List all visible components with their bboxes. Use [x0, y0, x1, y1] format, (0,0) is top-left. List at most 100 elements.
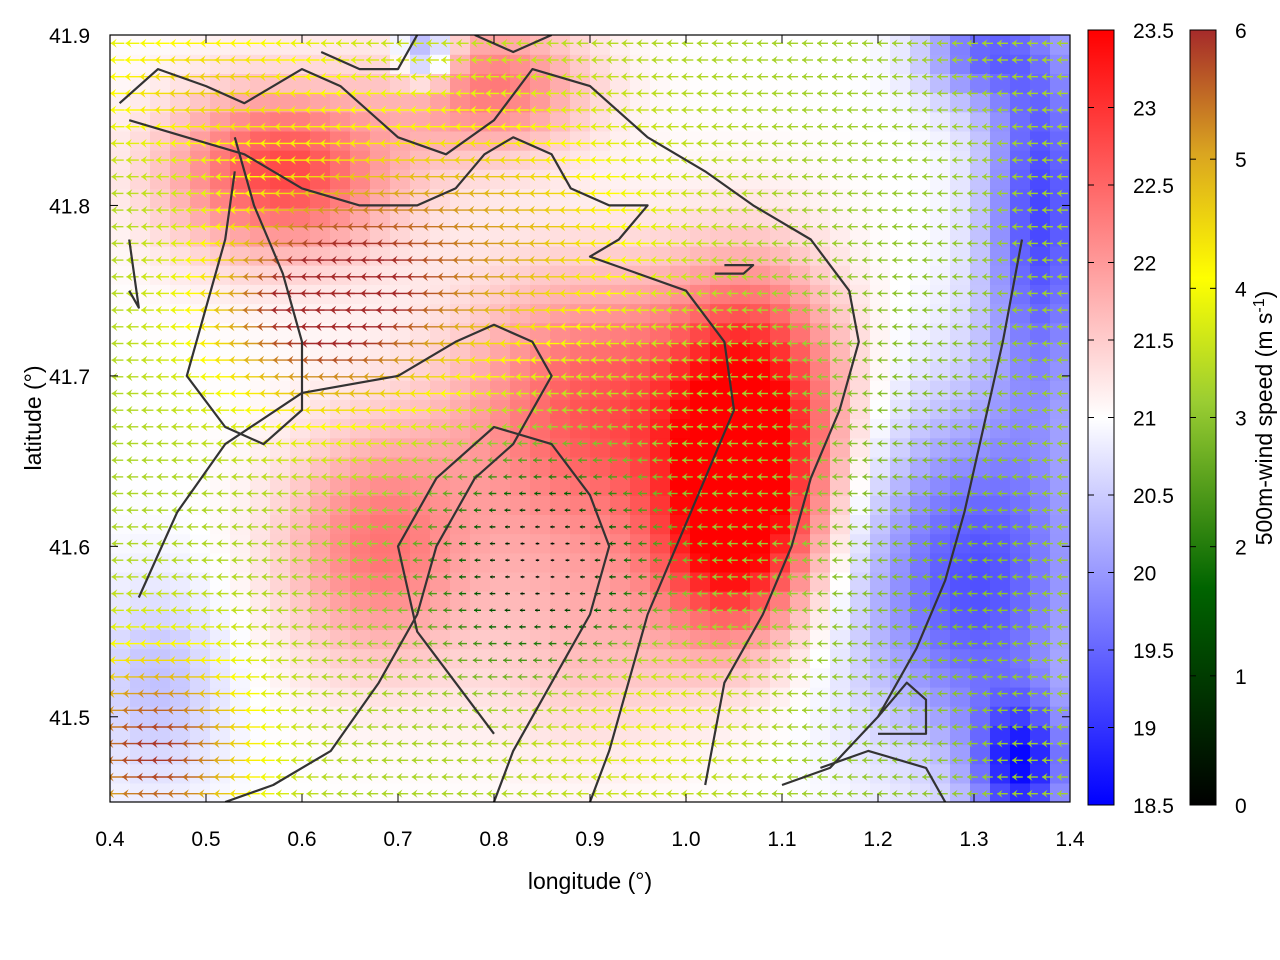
- heatmap-cell: [570, 361, 591, 381]
- heatmap-cell: [130, 706, 151, 726]
- heatmap-cell: [730, 686, 751, 707]
- heatmap-cell: [810, 629, 831, 650]
- heatmap-cell: [910, 188, 931, 209]
- heatmap-cell: [130, 303, 151, 324]
- heatmap-cell: [730, 437, 751, 458]
- heatmap-cell: [610, 648, 631, 669]
- heatmap-cell: [370, 725, 391, 746]
- heatmap-cell: [250, 495, 271, 515]
- heatmap-cell: [970, 284, 991, 305]
- heatmap-cell: [1010, 552, 1031, 573]
- heatmap-cell: [770, 361, 791, 381]
- heatmap-cell: [410, 552, 431, 573]
- heatmap-cell: [110, 571, 131, 592]
- heatmap-cell: [1010, 322, 1031, 343]
- heatmap-cell: [770, 188, 791, 209]
- heatmap-cell: [330, 303, 351, 324]
- heatmap-cell: [130, 514, 151, 535]
- heatmap-cell: [650, 380, 671, 400]
- heatmap-cell: [730, 265, 751, 285]
- heatmap-cell: [670, 629, 691, 650]
- heatmap-cell: [710, 514, 731, 535]
- heatmap-cell: [570, 265, 591, 285]
- heatmap-cell: [910, 322, 931, 343]
- heatmap-cell: [670, 744, 691, 765]
- heatmap-cell: [890, 265, 911, 285]
- heatmap-cell: [210, 73, 231, 94]
- heatmap-cell: [310, 629, 331, 650]
- heatmap-cell: [510, 169, 531, 189]
- y-axis-label: latitude (°): [20, 365, 46, 470]
- heatmap-cell: [790, 552, 811, 573]
- heatmap-cell: [330, 437, 351, 458]
- heatmap-cell: [190, 150, 211, 170]
- heatmap-cell: [430, 744, 451, 765]
- heatmap-cell: [730, 169, 751, 189]
- heatmap-cell: [910, 245, 931, 266]
- heatmap-cell: [650, 686, 671, 707]
- heatmap-cell: [830, 552, 851, 573]
- heatmap-cell: [490, 706, 511, 726]
- heatmap-cell: [710, 648, 731, 669]
- heatmap-cell: [390, 686, 411, 707]
- heatmap-cell: [370, 667, 391, 688]
- heatmap-cell: [130, 284, 151, 305]
- heatmap-cell: [650, 418, 671, 439]
- heatmap-cell: [670, 265, 691, 285]
- heatmap-cell: [890, 495, 911, 515]
- heatmap-cell: [270, 686, 291, 707]
- heatmap-cell: [130, 399, 151, 420]
- heatmap-cell: [310, 648, 331, 669]
- heatmap-cell: [550, 686, 571, 707]
- heatmap-cell: [370, 54, 391, 74]
- heatmap-cell: [930, 380, 951, 400]
- heatmap-cell: [370, 169, 391, 189]
- heatmap-cell: [290, 495, 311, 515]
- heatmap-cell: [230, 399, 251, 420]
- heatmap-cell: [550, 399, 571, 420]
- heatmap-cell: [190, 629, 211, 650]
- heatmap-cell: [230, 686, 251, 707]
- heatmap-cell: [890, 303, 911, 324]
- heatmap-cell: [790, 571, 811, 592]
- heatmap-cell: [410, 284, 431, 305]
- heatmap-cell: [670, 361, 691, 381]
- heatmap-cell: [710, 111, 731, 132]
- heatmap-cell: [390, 763, 411, 784]
- heatmap-cell: [550, 245, 571, 266]
- heatmap-cell: [710, 54, 731, 74]
- heatmap-cell: [910, 648, 931, 669]
- heatmap-cell: [150, 725, 171, 746]
- heatmap-cell: [190, 92, 211, 113]
- heatmap-cell: [450, 437, 471, 458]
- heatmap-cell: [470, 54, 491, 74]
- heatmap-cell: [770, 686, 791, 707]
- heatmap-cell: [650, 495, 671, 515]
- heatmap-cell: [270, 130, 291, 151]
- heatmap-cell: [770, 418, 791, 439]
- heatmap-cell: [110, 495, 131, 515]
- heatmap-cell: [510, 341, 531, 362]
- heatmap-cell: [270, 744, 291, 765]
- heatmap-cell: [190, 514, 211, 535]
- heatmap-cell: [310, 686, 331, 707]
- heatmap-cell: [870, 763, 891, 784]
- heatmap-cell: [570, 245, 591, 266]
- heatmap-cell: [230, 265, 251, 285]
- heatmap-cell: [350, 629, 371, 650]
- heatmap-cell: [670, 763, 691, 784]
- heatmap-cell: [710, 399, 731, 420]
- heatmap-cell: [850, 571, 871, 592]
- heatmap-cell: [610, 495, 631, 515]
- heatmap-cell: [550, 629, 571, 650]
- heatmap-cell: [510, 629, 531, 650]
- heatmap-cell: [330, 73, 351, 94]
- heatmap-cell: [1010, 744, 1031, 765]
- heatmap-cell: [210, 456, 231, 477]
- heatmap-cell: [250, 648, 271, 669]
- heatmap-cell: [790, 303, 811, 324]
- heatmap-cell: [450, 399, 471, 420]
- heatmap-cell: [350, 495, 371, 515]
- heatmap-cell: [1050, 130, 1070, 151]
- heatmap-cell: [550, 706, 571, 726]
